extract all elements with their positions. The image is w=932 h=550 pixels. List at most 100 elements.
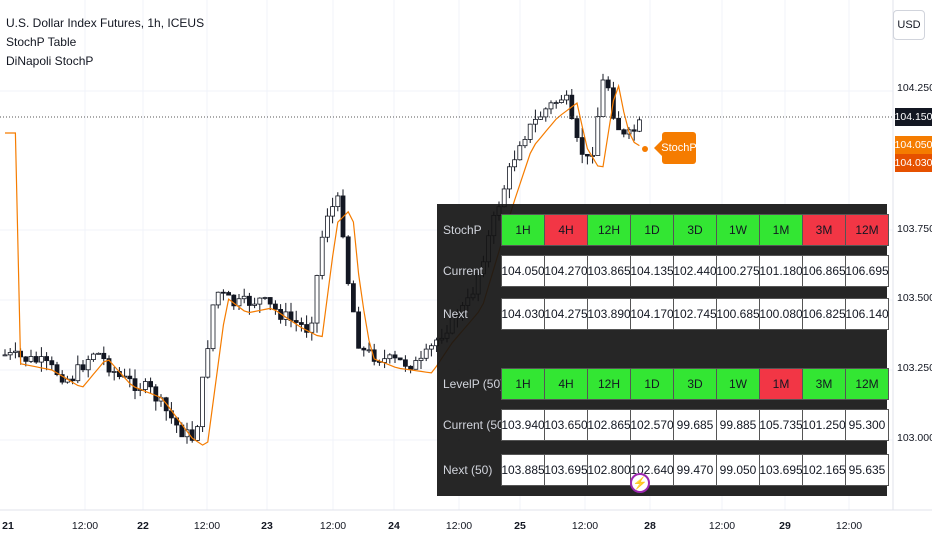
current-price-tag: 104.150: [895, 108, 932, 126]
table-cell: 100.685: [716, 298, 760, 330]
stochp-next-price-tag: 104.030: [895, 154, 932, 172]
time-axis-label: 12:00: [445, 520, 473, 532]
candle-body: [80, 364, 86, 371]
table-cell: 103.890: [587, 298, 631, 330]
candle-body: [517, 145, 523, 161]
candle-body: [39, 356, 44, 363]
table-cell: 101.180: [759, 255, 803, 287]
stochp-next-row: Next 104.030 104.275 103.890 104.170 102…: [437, 298, 889, 330]
price-axis-label: 104.250: [897, 82, 932, 94]
stochp-timeframe-cell: 1D: [630, 214, 674, 246]
candle-body: [220, 291, 226, 294]
table-cell: 95.300: [845, 409, 889, 441]
price-axis-label: 103.250: [897, 362, 932, 374]
time-axis-label: 12:00: [193, 520, 221, 532]
candle-body: [272, 303, 278, 310]
table-cell: 102.165: [802, 454, 846, 486]
price-axis-label: 103.000: [897, 432, 932, 444]
candle-body: [153, 386, 159, 402]
indicator-stochp-table[interactable]: StochP Table: [6, 35, 77, 49]
candle-body: [12, 350, 18, 353]
candle-body: [210, 304, 216, 350]
candle-body: [2, 354, 8, 357]
levelp-timeframe-cell: 12H: [587, 368, 631, 400]
candle-body: [533, 118, 538, 125]
candle-body: [298, 322, 304, 325]
candle-body: [366, 349, 372, 352]
currency-button[interactable]: USD: [893, 10, 925, 40]
stochp-label[interactable]: StochP: [661, 132, 697, 164]
table-cell: 106.140: [845, 298, 889, 330]
stochp-current-row: Current 104.050 104.270 103.865 104.135 …: [437, 255, 889, 287]
table-cell: 106.865: [802, 255, 846, 287]
candle-body: [418, 357, 424, 361]
candle-body: [605, 79, 611, 89]
candle-body: [96, 352, 101, 355]
candle-body: [49, 360, 55, 366]
candle-body: [397, 357, 403, 361]
stochp-timeframe-cell: 4H: [544, 214, 588, 246]
time-axis-label: 22: [137, 520, 149, 532]
candle-body: [59, 374, 65, 383]
table-cell: 106.825: [802, 298, 846, 330]
candle-body: [101, 352, 107, 360]
candle-body: [226, 292, 232, 296]
candle-body: [371, 349, 377, 362]
candle-body: [267, 297, 273, 305]
levelp-timeframe-cell: 12M: [845, 368, 889, 400]
levelp-next-row: Next (50) 103.885 103.695 102.800 102.64…: [437, 454, 889, 486]
candle-body: [543, 108, 549, 118]
candle-body: [595, 116, 601, 156]
stochp-timeframe-cell: 12M: [845, 214, 889, 246]
candle-body: [621, 129, 627, 135]
candle-body: [309, 322, 315, 333]
lightning-icon[interactable]: ⚡: [630, 473, 650, 493]
chart-legend: U.S. Dollar Index Futures, 1h, ICEUS Sto…: [6, 14, 204, 71]
row-label: Current: [443, 264, 484, 278]
table-cell: 100.275: [716, 255, 760, 287]
stochp-table-title: StochP: [443, 223, 482, 237]
candle-body: [106, 358, 112, 373]
candle-body: [428, 345, 434, 350]
candle-body: [241, 295, 247, 300]
candle-body: [512, 159, 517, 168]
candle-body: [392, 354, 398, 359]
indicator-dinapoli-stochp[interactable]: DiNapoli StochP: [6, 54, 94, 68]
candle-body: [111, 371, 117, 373]
candle-body: [127, 375, 133, 380]
table-cell: 103.695: [544, 454, 588, 486]
symbol-title[interactable]: U.S. Dollar Index Futures, 1h, ICEUS: [6, 16, 205, 30]
table-cell: 99.050: [716, 454, 760, 486]
candle-body: [522, 139, 528, 147]
table-cell: 102.570: [630, 409, 674, 441]
levelp-timeframe-cell: 1W: [716, 368, 760, 400]
stochp-tag-pointer: [654, 140, 662, 156]
stochp-timeframe-cell: 12H: [587, 214, 631, 246]
candle-body: [600, 79, 606, 117]
candle-body: [23, 356, 29, 362]
time-axis-label: 25: [514, 520, 526, 532]
candle-body: [33, 356, 39, 363]
candle-body: [132, 378, 138, 391]
candle-body: [142, 381, 148, 390]
candle-body: [527, 123, 533, 140]
price-axis-label: 103.500: [897, 292, 932, 304]
time-axis-label: 28: [644, 520, 656, 532]
candle-body: [194, 426, 200, 441]
table-cell: 106.695: [845, 255, 889, 287]
candle-body: [616, 117, 621, 131]
candle-body: [402, 359, 408, 367]
table-cell: 102.865: [587, 409, 631, 441]
table-cell: 102.745: [673, 298, 717, 330]
table-cell: 101.250: [802, 409, 846, 441]
candle-body: [585, 153, 590, 157]
candle-body: [314, 275, 320, 324]
table-cell: 99.470: [673, 454, 717, 486]
levelp-timeframe-cell: 3M: [802, 368, 846, 400]
table-cell: 104.135: [630, 255, 674, 287]
row-label: Next (50): [443, 463, 493, 477]
candle-body: [215, 291, 221, 306]
candle-body: [319, 236, 325, 276]
candle-body: [361, 347, 367, 351]
candle-body: [631, 129, 637, 132]
